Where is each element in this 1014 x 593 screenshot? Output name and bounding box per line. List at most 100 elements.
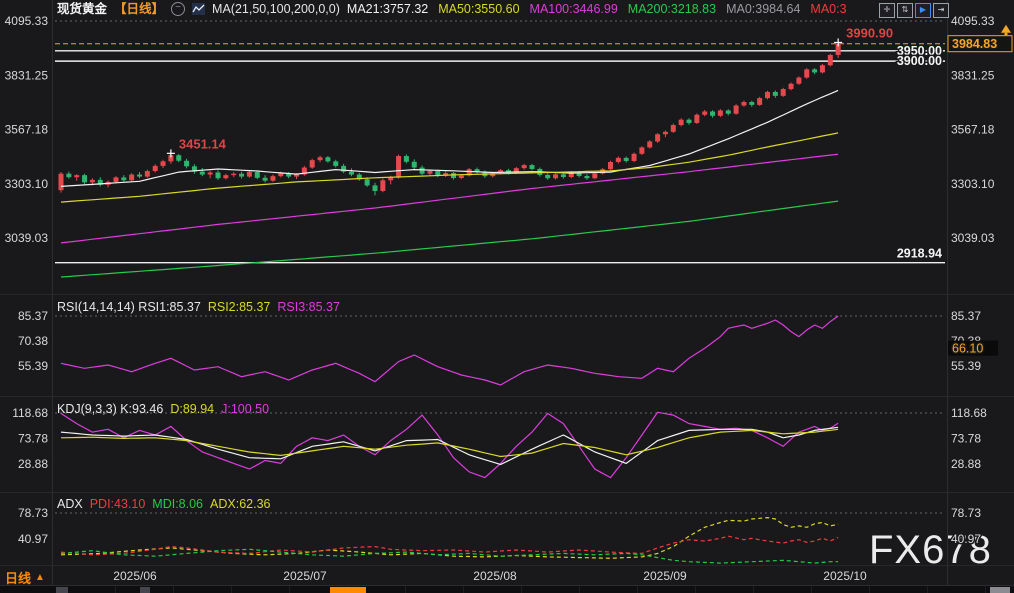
ma-value-label: MA21:3757.32 (346, 1, 429, 16)
candle-body (443, 173, 449, 176)
kdj-pane-header: KDJ(9,3,3) K:93.46 D:89.94 J:100.50 (57, 402, 269, 417)
candle-body (796, 77, 802, 84)
candle-body (678, 119, 684, 126)
candle-body (286, 173, 292, 177)
candle-body (490, 173, 496, 177)
candle-body (521, 165, 527, 169)
y-axis-label-rsi-right: 55.39 (951, 359, 981, 373)
candle-body (427, 171, 433, 174)
y-axis-label-rsi-left: 55.39 (18, 359, 48, 373)
candle-body (58, 173, 64, 191)
candle-body (82, 175, 88, 183)
triangle-up-icon: ▲ (35, 572, 45, 583)
candle-body (451, 173, 456, 179)
price-annotation: 3990.90 (846, 25, 893, 40)
candle-body (458, 175, 464, 179)
ma-value-label: MA200:3218.83 (627, 1, 717, 16)
candle-body (325, 157, 331, 162)
candle-body (576, 172, 582, 176)
candle-body (74, 175, 80, 178)
candle-body (294, 174, 299, 177)
current-price-value: 3984.83 (952, 37, 997, 51)
y-axis-label-main-left: 4095.33 (5, 14, 49, 28)
indicator-header-segment: ADX:62.36 (210, 497, 271, 511)
candle-body (623, 157, 629, 161)
x-axis-label: 2025/06 (113, 569, 157, 583)
candle-body (199, 171, 205, 175)
auto-scroll-icon[interactable]: ▶ (915, 3, 931, 18)
h-line-label: 3900.00 (897, 54, 942, 68)
candle-body (608, 161, 613, 170)
rsi-line-rsi3 (60, 315, 839, 386)
candle-body (568, 172, 574, 177)
candle-body (670, 125, 676, 132)
candle-body (631, 153, 637, 161)
candle-body (804, 69, 810, 78)
ma-value-label: MA0:3 (810, 1, 847, 16)
indicator-header-segment: MDI:8.06 (152, 497, 204, 511)
ma-line-ma50 (60, 132, 839, 203)
candle-body (160, 161, 166, 166)
watermark: FX678 (869, 528, 992, 572)
y-axis-label-main-left: 3303.10 (5, 177, 49, 191)
scrollbar-handle[interactable] (330, 587, 366, 593)
x-axis-label: 2025/07 (283, 569, 327, 583)
candle-body (215, 172, 221, 179)
candle-body (772, 91, 778, 96)
candle-body (380, 180, 386, 191)
collapse-icon[interactable]: − (171, 2, 186, 16)
candle-body (835, 43, 841, 55)
y-axis-label-adx-left: 78.73 (18, 506, 48, 520)
period-selector[interactable]: 日线 ▲ (5, 568, 45, 587)
candle-body (403, 156, 409, 162)
candle-body (364, 179, 370, 186)
adx-pane-header: ADX PDI:43.10 MDI:8.06 ADX:62.36 (57, 497, 270, 512)
candle-body (741, 102, 747, 106)
y-axis-label-rsi-right: 85.37 (951, 309, 981, 323)
ma-line-ma100 (60, 153, 839, 244)
y-axis-label-rsi-left: 85.37 (18, 309, 48, 323)
candle-body (184, 160, 190, 167)
current-price-badge (947, 35, 1013, 53)
y-axis-label-kdj-left: 28.88 (18, 457, 48, 471)
y-axis-label-kdj-right: 28.88 (951, 457, 981, 471)
indicator-header-segment: RSI2:85.37 (207, 300, 271, 314)
x-axis-label: 2025/09 (643, 569, 687, 583)
candle-body (788, 83, 794, 90)
axis-scale-icon[interactable]: ⇅ (897, 3, 913, 18)
rsi-badge-value: 66.10 (952, 342, 983, 356)
adx-line-mdi (60, 548, 839, 564)
candle-body (231, 173, 237, 176)
go-to-latest-icon[interactable]: ⇥ (933, 3, 949, 18)
candle-body (278, 173, 284, 177)
candle-body (717, 110, 723, 116)
ma-value-label: MA100:3446.99 (529, 1, 618, 16)
candle-body (113, 177, 119, 182)
y-axis-label-main-left: 3567.18 (5, 123, 49, 137)
pan-icon[interactable]: ✛ (879, 3, 895, 18)
candle-body (710, 111, 716, 116)
indicator-icon[interactable] (192, 3, 206, 15)
bottom-scrollbar[interactable] (0, 585, 1014, 593)
y-axis-label-rsi-left: 70.38 (18, 334, 48, 348)
ma-settings-label: MA(21,50,100,200,0,0) (212, 1, 340, 16)
candle-body (827, 54, 833, 66)
candle-body (749, 102, 755, 105)
candle-body (317, 157, 323, 161)
candle-body (372, 185, 378, 191)
candle-body (270, 176, 276, 181)
candle-body (812, 69, 818, 73)
x-axis-label: 2025/08 (473, 569, 517, 583)
period-tag: 【日线】 (114, 1, 165, 16)
y-axis-label-kdj-right: 73.78 (951, 432, 981, 446)
adx-line-adx (60, 516, 839, 559)
candle-body (780, 89, 786, 96)
candle-body (584, 175, 590, 179)
rsi-value-badge (948, 340, 998, 356)
price-annotation: 3451.14 (179, 136, 227, 151)
candles[interactable] (58, 42, 841, 196)
candle-body (309, 160, 315, 168)
price-up-arrow-icon (1004, 32, 1008, 36)
candle-body (725, 110, 731, 114)
